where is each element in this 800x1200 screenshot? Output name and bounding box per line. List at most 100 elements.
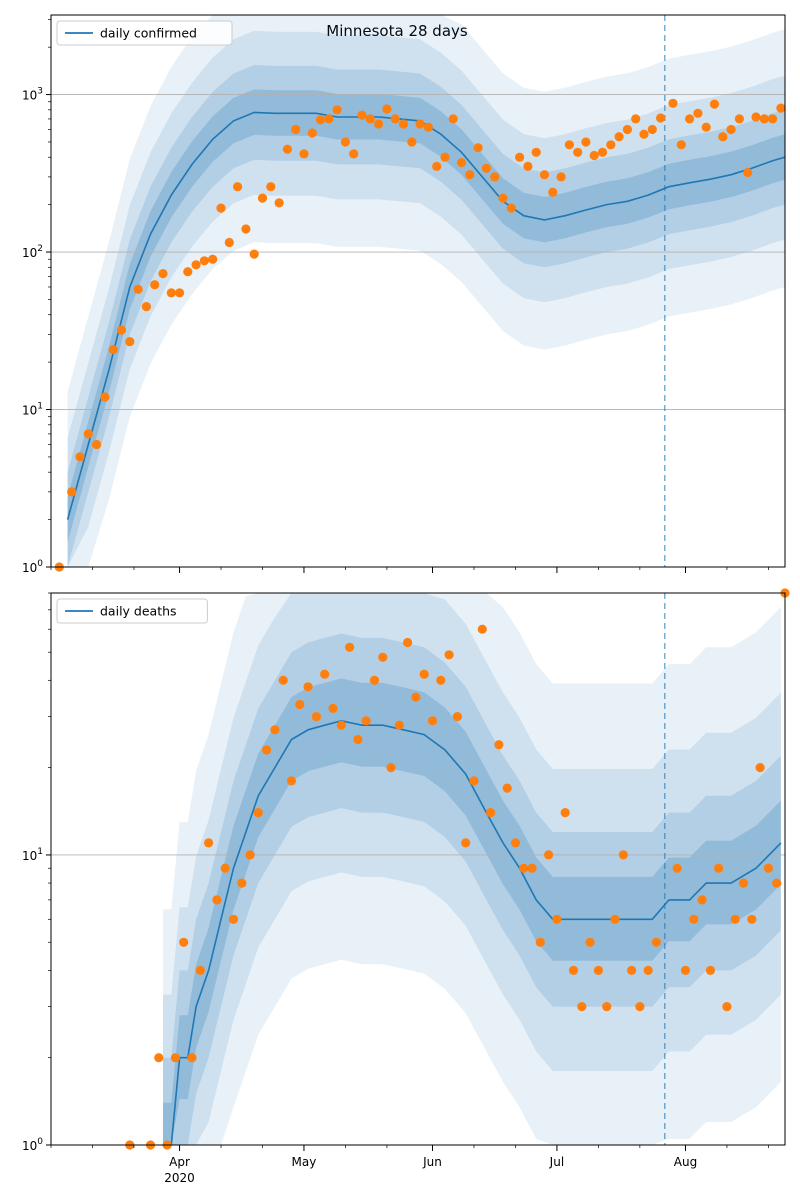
data-point (440, 152, 450, 162)
data-point (100, 392, 110, 402)
data-point (199, 256, 209, 266)
legend-label: daily confirmed (100, 26, 197, 41)
series-lines-deaths (163, 593, 782, 1145)
data-point (382, 104, 392, 114)
data-point (116, 325, 127, 335)
legend-deaths: daily deaths (56, 598, 208, 624)
data-point (548, 187, 558, 197)
data-point (444, 650, 454, 660)
data-point (175, 288, 185, 298)
data-point (345, 642, 355, 652)
x-tick-label: Jun (422, 1155, 442, 1169)
data-point (411, 692, 421, 702)
legend-box (56, 598, 208, 624)
data-point (228, 914, 239, 924)
data-point (216, 203, 226, 213)
data-point (448, 114, 458, 124)
data-point (539, 170, 550, 180)
x-tick-label: 2020 (164, 1171, 195, 1185)
data-point (614, 132, 624, 142)
data-point (726, 124, 736, 135)
data-point (158, 269, 168, 279)
data-point (299, 149, 309, 159)
y-axis-deaths: 100 101 (22, 592, 51, 1153)
data-point (286, 776, 297, 786)
data-point (432, 161, 442, 171)
data-point (535, 937, 545, 947)
data-point (481, 163, 491, 173)
data-point (187, 1053, 197, 1063)
confidence-band (163, 678, 781, 1145)
data-point (618, 850, 628, 860)
data-point (340, 137, 350, 147)
data-point (722, 1002, 732, 1012)
data-point (195, 965, 205, 976)
data-point (515, 152, 525, 162)
data-point (685, 114, 695, 124)
y-tick-label: 100 (22, 1137, 43, 1153)
data-point (390, 114, 400, 124)
data-point (651, 937, 662, 947)
y-tick-label: 100 (22, 559, 43, 575)
data-point (581, 137, 591, 147)
data-point (585, 937, 595, 947)
data-point (610, 914, 620, 924)
axes-frame (50, 592, 786, 1146)
data-point (278, 675, 288, 685)
data-point (154, 1053, 164, 1063)
data-point (332, 105, 342, 115)
data-point (436, 675, 446, 685)
data-point (456, 158, 467, 168)
data-point (245, 850, 255, 860)
data-point (730, 914, 740, 924)
confidence-band (67, 65, 785, 567)
legend-box (56, 20, 233, 46)
data-point (747, 914, 757, 924)
y-tick-label: 101 (22, 402, 43, 418)
data-point (415, 119, 425, 129)
data-point (490, 172, 500, 182)
data-point (320, 669, 330, 679)
data-point (751, 112, 761, 122)
data-point (398, 119, 409, 129)
data-point (241, 224, 251, 234)
data-point (693, 108, 703, 118)
data-point (465, 170, 475, 180)
data-point (357, 110, 367, 120)
y-tick-label: 101 (22, 847, 43, 863)
data-point (125, 337, 135, 347)
data-point (291, 124, 301, 135)
data-point (461, 838, 471, 848)
data-point (763, 863, 774, 873)
data-point (672, 863, 682, 873)
data-point (622, 124, 633, 135)
data-point (544, 850, 554, 860)
y-axis-confirmed: 100 101 102 103 (22, 19, 51, 575)
x-tick-label: Jul (549, 1155, 564, 1169)
chart-deaths: 100 101 Apr 2020 May Jun Jul Aug daily deaths (22, 588, 790, 1185)
data-point (755, 763, 765, 773)
data-point (212, 895, 222, 905)
confidence-band (67, 30, 785, 567)
data-point (170, 1053, 180, 1063)
data-point (743, 167, 753, 178)
data-point (593, 965, 604, 976)
data-point (67, 487, 77, 497)
data-point (257, 193, 268, 203)
data-point (494, 740, 504, 750)
x-axis-deaths: Apr 2020 May Jun Jul Aug (50, 1145, 769, 1185)
data-point (759, 114, 769, 124)
data-point (150, 280, 160, 290)
data-point (768, 114, 778, 124)
data-point (689, 914, 699, 924)
data-point (486, 808, 496, 818)
data-point (452, 712, 462, 722)
data-point (303, 682, 313, 692)
data-point (523, 161, 533, 171)
data-point (738, 878, 749, 888)
data-point (680, 965, 691, 976)
data-point (262, 745, 272, 755)
data-point (378, 652, 388, 662)
data-point (705, 965, 716, 976)
